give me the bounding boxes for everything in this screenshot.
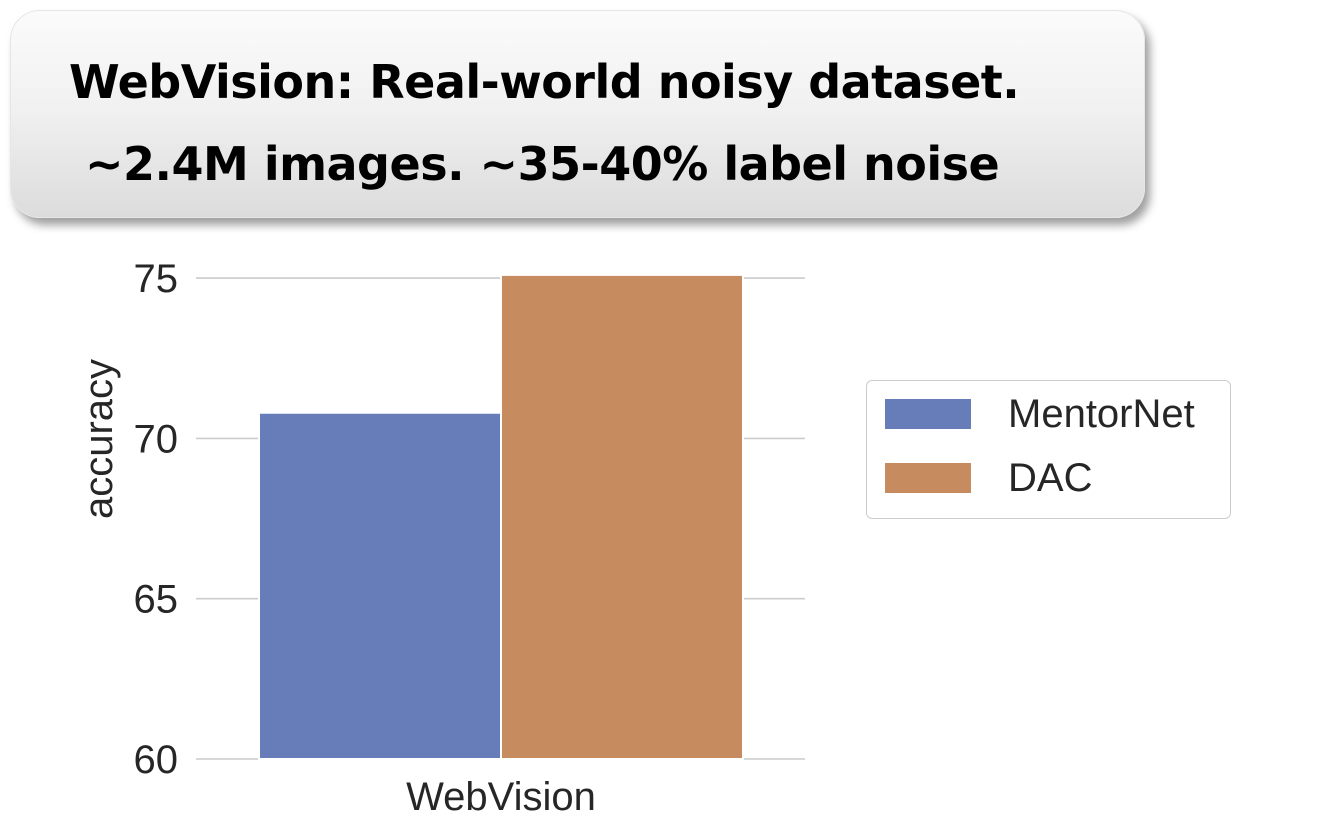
bar-dac [500,273,744,760]
y-tick-label: 65 [134,578,179,622]
legend-label: MentorNet [1008,391,1195,436]
y-tick-label: 60 [134,738,179,782]
bar-mentornet [258,411,502,760]
y-tick-labels: 60 65 70 75 [134,257,179,782]
x-category-label: WebVision [406,775,596,819]
bars [258,273,744,760]
legend-label: DAC [1008,455,1093,500]
legend-swatch-mentornet [885,399,971,429]
y-tick-label: 75 [134,257,179,301]
banner-title-line-2: ~2.4M images. ~35-40% label noise [85,137,1000,191]
y-axis-label: accuracy [77,359,121,519]
legend-item-mentornet: MentorNet [885,392,1195,436]
y-tick-label: 70 [134,417,179,461]
title-banner: WebVision: Real-world noisy dataset. ~2.… [10,10,1145,218]
banner-title-line-1: WebVision: Real-world noisy dataset. [69,55,1020,109]
legend-swatch-dac [885,463,971,493]
legend-item-dac: DAC [885,456,1092,500]
legend: MentorNet DAC [866,380,1231,519]
